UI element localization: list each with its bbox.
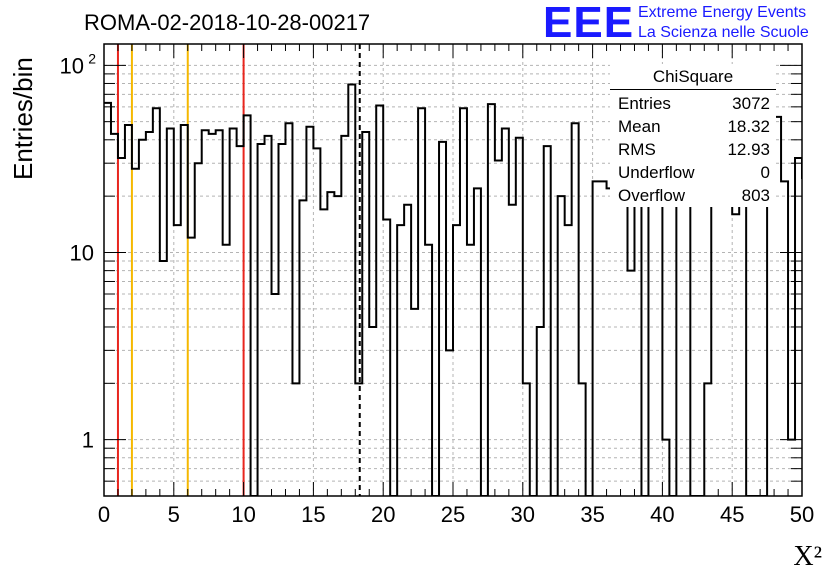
y-tick-label: 10 [60,53,84,78]
x-tick-label: 45 [720,502,744,527]
x-tick-label: 20 [371,502,395,527]
x-tick-label: 5 [168,502,180,527]
x-tick-label: 0 [98,502,110,527]
logo-line-2: La Scienza nelle Scuole [638,24,809,41]
y-tick-label: 1 [82,428,94,453]
stats-row-underflow: Underflow 0 [618,163,770,182]
x-axis-label: X² [793,541,822,572]
x-tick-label: 10 [231,502,255,527]
x-tick-label: 50 [790,502,814,527]
stats-title: ChiSquare [610,64,776,90]
stats-row-entries: Entries 3072 [618,94,770,113]
x-tick-label: 35 [580,502,604,527]
y-tick-exponent: 2 [88,50,96,66]
x-tick-label: 15 [301,502,325,527]
y-axis-label: Entries/bin [8,57,38,180]
x-tick-label: 40 [650,502,674,527]
x-tick-label: 25 [441,502,465,527]
chart-title: ROMA-02-2018-10-28-00217 [84,10,371,35]
y-tick-label: 10 [70,240,94,265]
logo-line-1: Extreme Energy Events [638,4,807,21]
stats-row-mean: Mean 18.32 [618,117,770,136]
axis-ticks [103,44,803,497]
stats-row-rms: RMS 12.93 [618,140,770,159]
reference-lines [116,44,361,496]
x-tick-label: 30 [511,502,535,527]
logo-mark: EEE [543,0,635,47]
stats-box: ChiSquare Entries 3072 Mean 18.32 RMS 12.93… [610,64,776,207]
stats-row-overflow: Overflow 803 [618,186,770,205]
eee-logo: EEE Extreme Energy Events La Scienza nel… [543,0,833,47]
